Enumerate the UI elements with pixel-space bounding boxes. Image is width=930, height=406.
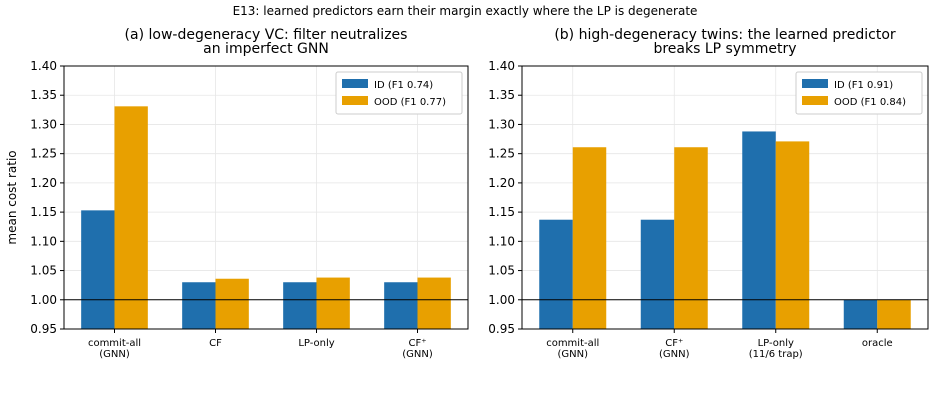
x-tick-label: LP-only (298, 338, 334, 349)
bar-id-3 (283, 282, 317, 329)
y-tick-label: 0.95 (30, 322, 57, 336)
chart-panel-2: 0.95 1.00 1.05 1.10 1.15 1.20 1.25 1.30 1.35 1.40… (488, 27, 929, 360)
bar-ood-3 (775, 141, 810, 329)
bar-ood-4 (417, 277, 451, 329)
y-tick-label: 1.10 (30, 234, 57, 248)
y-tick-label: 1.30 (30, 117, 57, 131)
y-tick-label: 1.15 (30, 205, 57, 219)
legend-swatch (802, 79, 828, 88)
bar-id-4 (843, 299, 878, 329)
x-tick-label: CF⁺ (GNN) (402, 338, 433, 360)
figure-suptitle: E13: learned predictors earn their margi… (232, 4, 698, 18)
legend-entry: ID (F1 0.74) (374, 80, 433, 91)
y-tick-label: 1.20 (30, 176, 57, 190)
legend-swatch (802, 96, 828, 105)
panel-title: (b) high-degeneracy twins: the learned p… (554, 27, 896, 57)
y-tick-label: 1.05 (30, 264, 57, 278)
x-tick-label: CF⁺ (GNN) (659, 338, 690, 360)
bar-ood-3 (316, 277, 350, 329)
x-tick-label: LP-only (11/6 trap) (749, 338, 803, 360)
bar-ood-2 (674, 147, 708, 329)
legend-entry: OOD (F1 0.77) (374, 97, 446, 108)
bar-id-1 (539, 219, 573, 329)
chart-panel-1: 0.95 1.00 1.05 1.10 1.15 1.20 1.25 1.30 1.35 1.40… (5, 27, 469, 360)
y-tick-label: 0.95 (488, 322, 515, 336)
y-tick-label: 1.00 (488, 293, 515, 307)
y-tick-label: 1.40 (30, 59, 57, 73)
x-tick-label: CF (209, 338, 222, 349)
y-tick-label: 1.30 (488, 117, 515, 131)
legend-entry: ID (F1 0.91) (834, 80, 893, 91)
x-tick-label: oracle (862, 338, 893, 349)
y-tick-label: 1.40 (488, 59, 515, 73)
panel-title: (a) low-degeneracy VC: filter neutralize… (125, 27, 408, 57)
axes-frame (521, 65, 929, 330)
bar-ood-1 (572, 147, 607, 329)
x-tick-label: commit-all (GNN) (88, 338, 141, 360)
bar-id-3 (742, 131, 776, 329)
bar-ood-2 (215, 278, 249, 329)
y-tick-label: 1.05 (488, 264, 515, 278)
y-tick-label: 1.15 (488, 205, 515, 219)
y-tick-label: 1.35 (488, 88, 515, 102)
axes-frame (63, 65, 469, 330)
bar-ood-4 (877, 299, 911, 329)
bar-ood-1 (114, 106, 148, 330)
bar-id-1 (81, 210, 115, 329)
x-tick-label: commit-all (GNN) (546, 338, 599, 360)
legend-entry: OOD (F1 0.84) (834, 97, 906, 108)
bar-id-4 (384, 282, 418, 329)
legend: ID (F1 0.74) OOD (F1 0.77) (335, 71, 463, 115)
y-tick-label: 1.20 (488, 176, 515, 190)
y-tick-label: 1.00 (30, 293, 57, 307)
bar-id-2 (182, 282, 216, 329)
y-tick-label: 1.10 (488, 234, 515, 248)
legend: ID (F1 0.91) OOD (F1 0.84) (795, 71, 923, 115)
y-axis-label: mean cost ratio (5, 150, 19, 244)
legend-swatch (342, 79, 368, 88)
y-tick-label: 1.25 (488, 147, 515, 161)
y-tick-label: 1.25 (30, 147, 57, 161)
y-tick-label: 1.35 (30, 88, 57, 102)
legend-swatch (342, 96, 368, 105)
bar-id-2 (640, 219, 675, 329)
